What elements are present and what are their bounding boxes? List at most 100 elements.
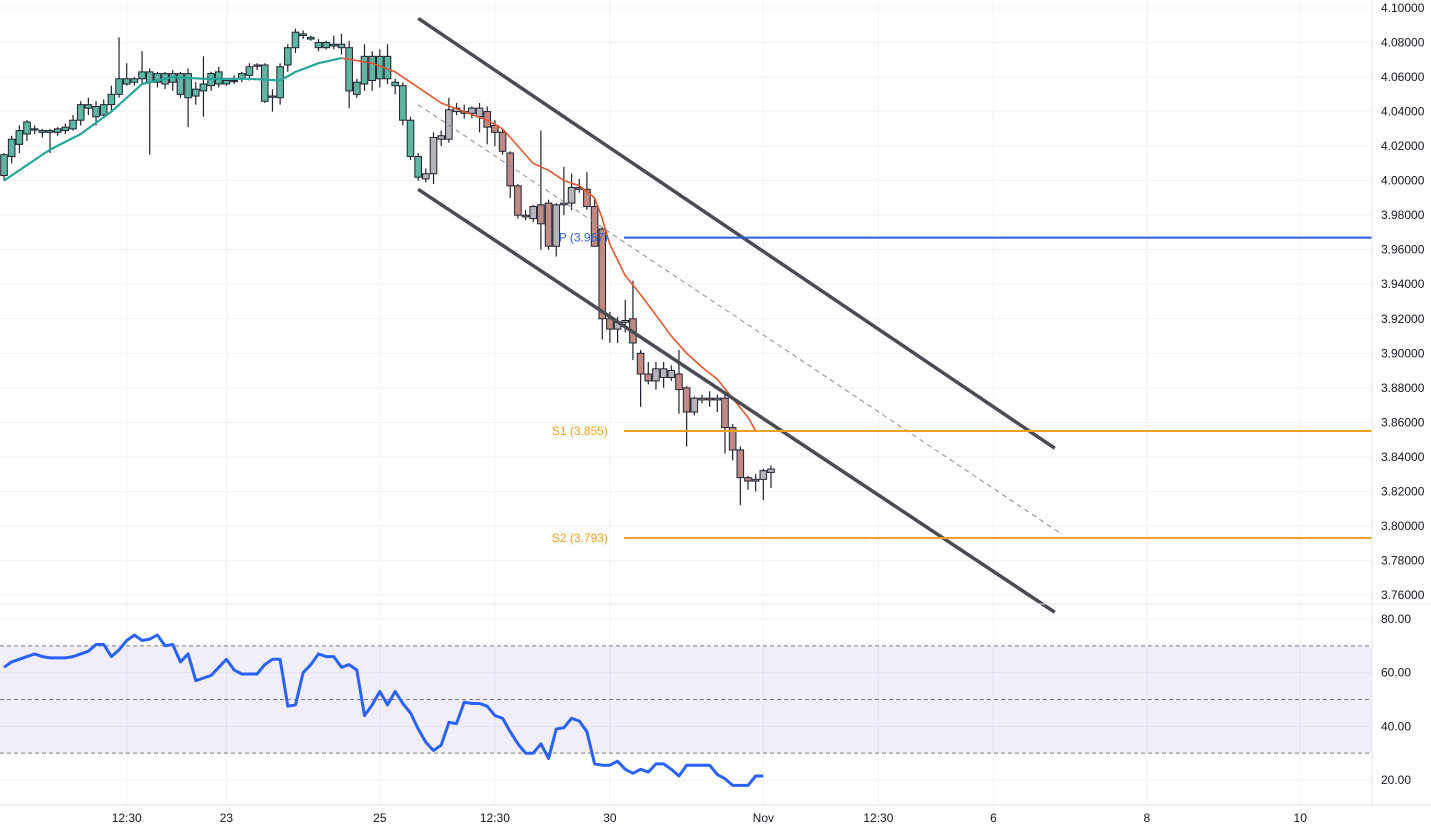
candle-body [76, 104, 85, 121]
channel-lower-line [417, 187, 1056, 614]
price-tick-label: 4.00000 [1381, 174, 1425, 188]
candle [636, 349, 645, 407]
candle [391, 78, 399, 95]
time-tick-label: 12:30 [112, 811, 142, 825]
candle-body [468, 107, 476, 114]
candle [92, 101, 100, 126]
candle-body [92, 105, 100, 118]
candle-body [368, 55, 376, 82]
candle [682, 386, 691, 447]
candle [353, 78, 361, 98]
time-tick-label: 25 [373, 811, 387, 825]
candle [598, 227, 607, 340]
candle-body [759, 470, 768, 480]
candle-body [721, 397, 729, 429]
candle [698, 394, 706, 404]
candle [514, 184, 522, 219]
candle-body [291, 31, 300, 49]
time-tick-label: 30 [603, 811, 617, 825]
time-tick-label: 6 [990, 811, 997, 825]
candle [76, 101, 85, 126]
price-pane: P (3.967) S1 (3.855) S2 (3.793) [0, 16, 1372, 614]
candle [283, 44, 292, 72]
candle-body [567, 187, 576, 204]
price-tick-label: 3.84000 [1381, 450, 1425, 464]
candle-body [69, 119, 77, 130]
candle-body [23, 121, 31, 135]
candle [176, 71, 185, 98]
candle-body [360, 55, 369, 85]
candle-body [652, 368, 660, 382]
candle-body [659, 368, 668, 378]
candle-body [322, 42, 330, 49]
level-label: S2 (3.793) [552, 531, 608, 545]
candle [15, 125, 24, 154]
candle [736, 446, 745, 506]
price-tick-label: 3.92000 [1381, 312, 1425, 326]
candle [721, 391, 729, 454]
ema-fast-line [3, 57, 342, 182]
time-tick-label: Nov [753, 811, 774, 825]
candle-body [705, 397, 714, 401]
candle [245, 63, 254, 81]
candle [7, 135, 16, 164]
candle-body [107, 93, 116, 106]
candle-body [345, 47, 353, 92]
candle-body [552, 204, 561, 247]
price-tick-label: 3.86000 [1381, 415, 1425, 429]
candle [30, 125, 39, 135]
candle-body [184, 73, 192, 99]
price-tick-label: 4.06000 [1381, 70, 1425, 84]
time-tick-label: 12:30 [863, 811, 893, 825]
candle-body [230, 80, 238, 83]
candle [322, 40, 330, 50]
candle [314, 39, 323, 52]
candle-body [506, 152, 515, 187]
price-tick-label: 4.02000 [1381, 139, 1425, 153]
candle-body [429, 136, 438, 175]
candle-body [337, 43, 346, 49]
candle-body [698, 397, 706, 401]
candle-body [314, 42, 323, 49]
price-tick-label: 3.98000 [1381, 208, 1425, 222]
candle-body [138, 71, 146, 80]
candle-body [283, 47, 292, 66]
rsi-tick-label: 40.00 [1381, 719, 1411, 733]
candle [560, 166, 568, 216]
candle-body [537, 204, 545, 225]
candle [667, 365, 676, 381]
candle [705, 391, 714, 407]
candle-body [399, 85, 407, 121]
candle-body [0, 154, 8, 176]
candle-body [598, 228, 607, 320]
price-tick-label: 3.90000 [1381, 346, 1425, 360]
candle-body [61, 126, 70, 132]
candle [360, 44, 369, 91]
candle-body [115, 78, 123, 95]
candle-body [176, 73, 185, 95]
candle-body [199, 83, 208, 92]
candle [437, 130, 445, 147]
price-tick-label: 3.96000 [1381, 243, 1425, 257]
candle-body [307, 36, 315, 40]
candle-body [299, 33, 307, 37]
candle-body [99, 104, 108, 116]
candle [199, 56, 208, 117]
level-label: P (3.967) [559, 231, 608, 245]
candle-body [736, 449, 745, 479]
candle [307, 35, 315, 41]
candle-body [751, 478, 760, 482]
candle-body [621, 319, 630, 323]
candle [23, 120, 31, 141]
candle [537, 130, 545, 250]
candle-body [414, 155, 422, 178]
price-tick-label: 4.10000 [1381, 1, 1425, 15]
candle [713, 394, 722, 412]
candle [414, 153, 422, 181]
candle [115, 37, 123, 98]
candle [368, 51, 376, 91]
candle-body [667, 370, 676, 378]
candle-body [728, 427, 737, 451]
candle-body [544, 202, 553, 247]
